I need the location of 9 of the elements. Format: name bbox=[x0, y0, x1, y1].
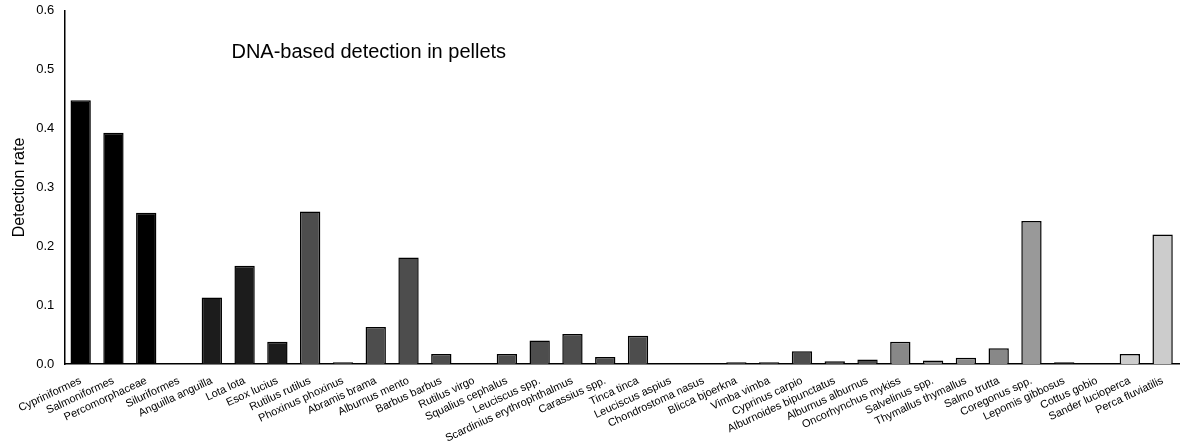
y-tick-label: 0.5 bbox=[36, 61, 55, 77]
y-tick-label: 0.2 bbox=[36, 237, 55, 253]
y-tick-label: 0.4 bbox=[36, 120, 55, 136]
y-axis-title: Detection rate bbox=[10, 137, 28, 238]
text: DNA-based detection in pellets bbox=[231, 39, 507, 62]
y-tick-label: 0.0 bbox=[36, 355, 55, 371]
y-tick-label: 0.3 bbox=[36, 179, 55, 195]
y-tick-label: 0.6 bbox=[36, 2, 55, 18]
y-tick-label: 0.1 bbox=[36, 296, 55, 312]
